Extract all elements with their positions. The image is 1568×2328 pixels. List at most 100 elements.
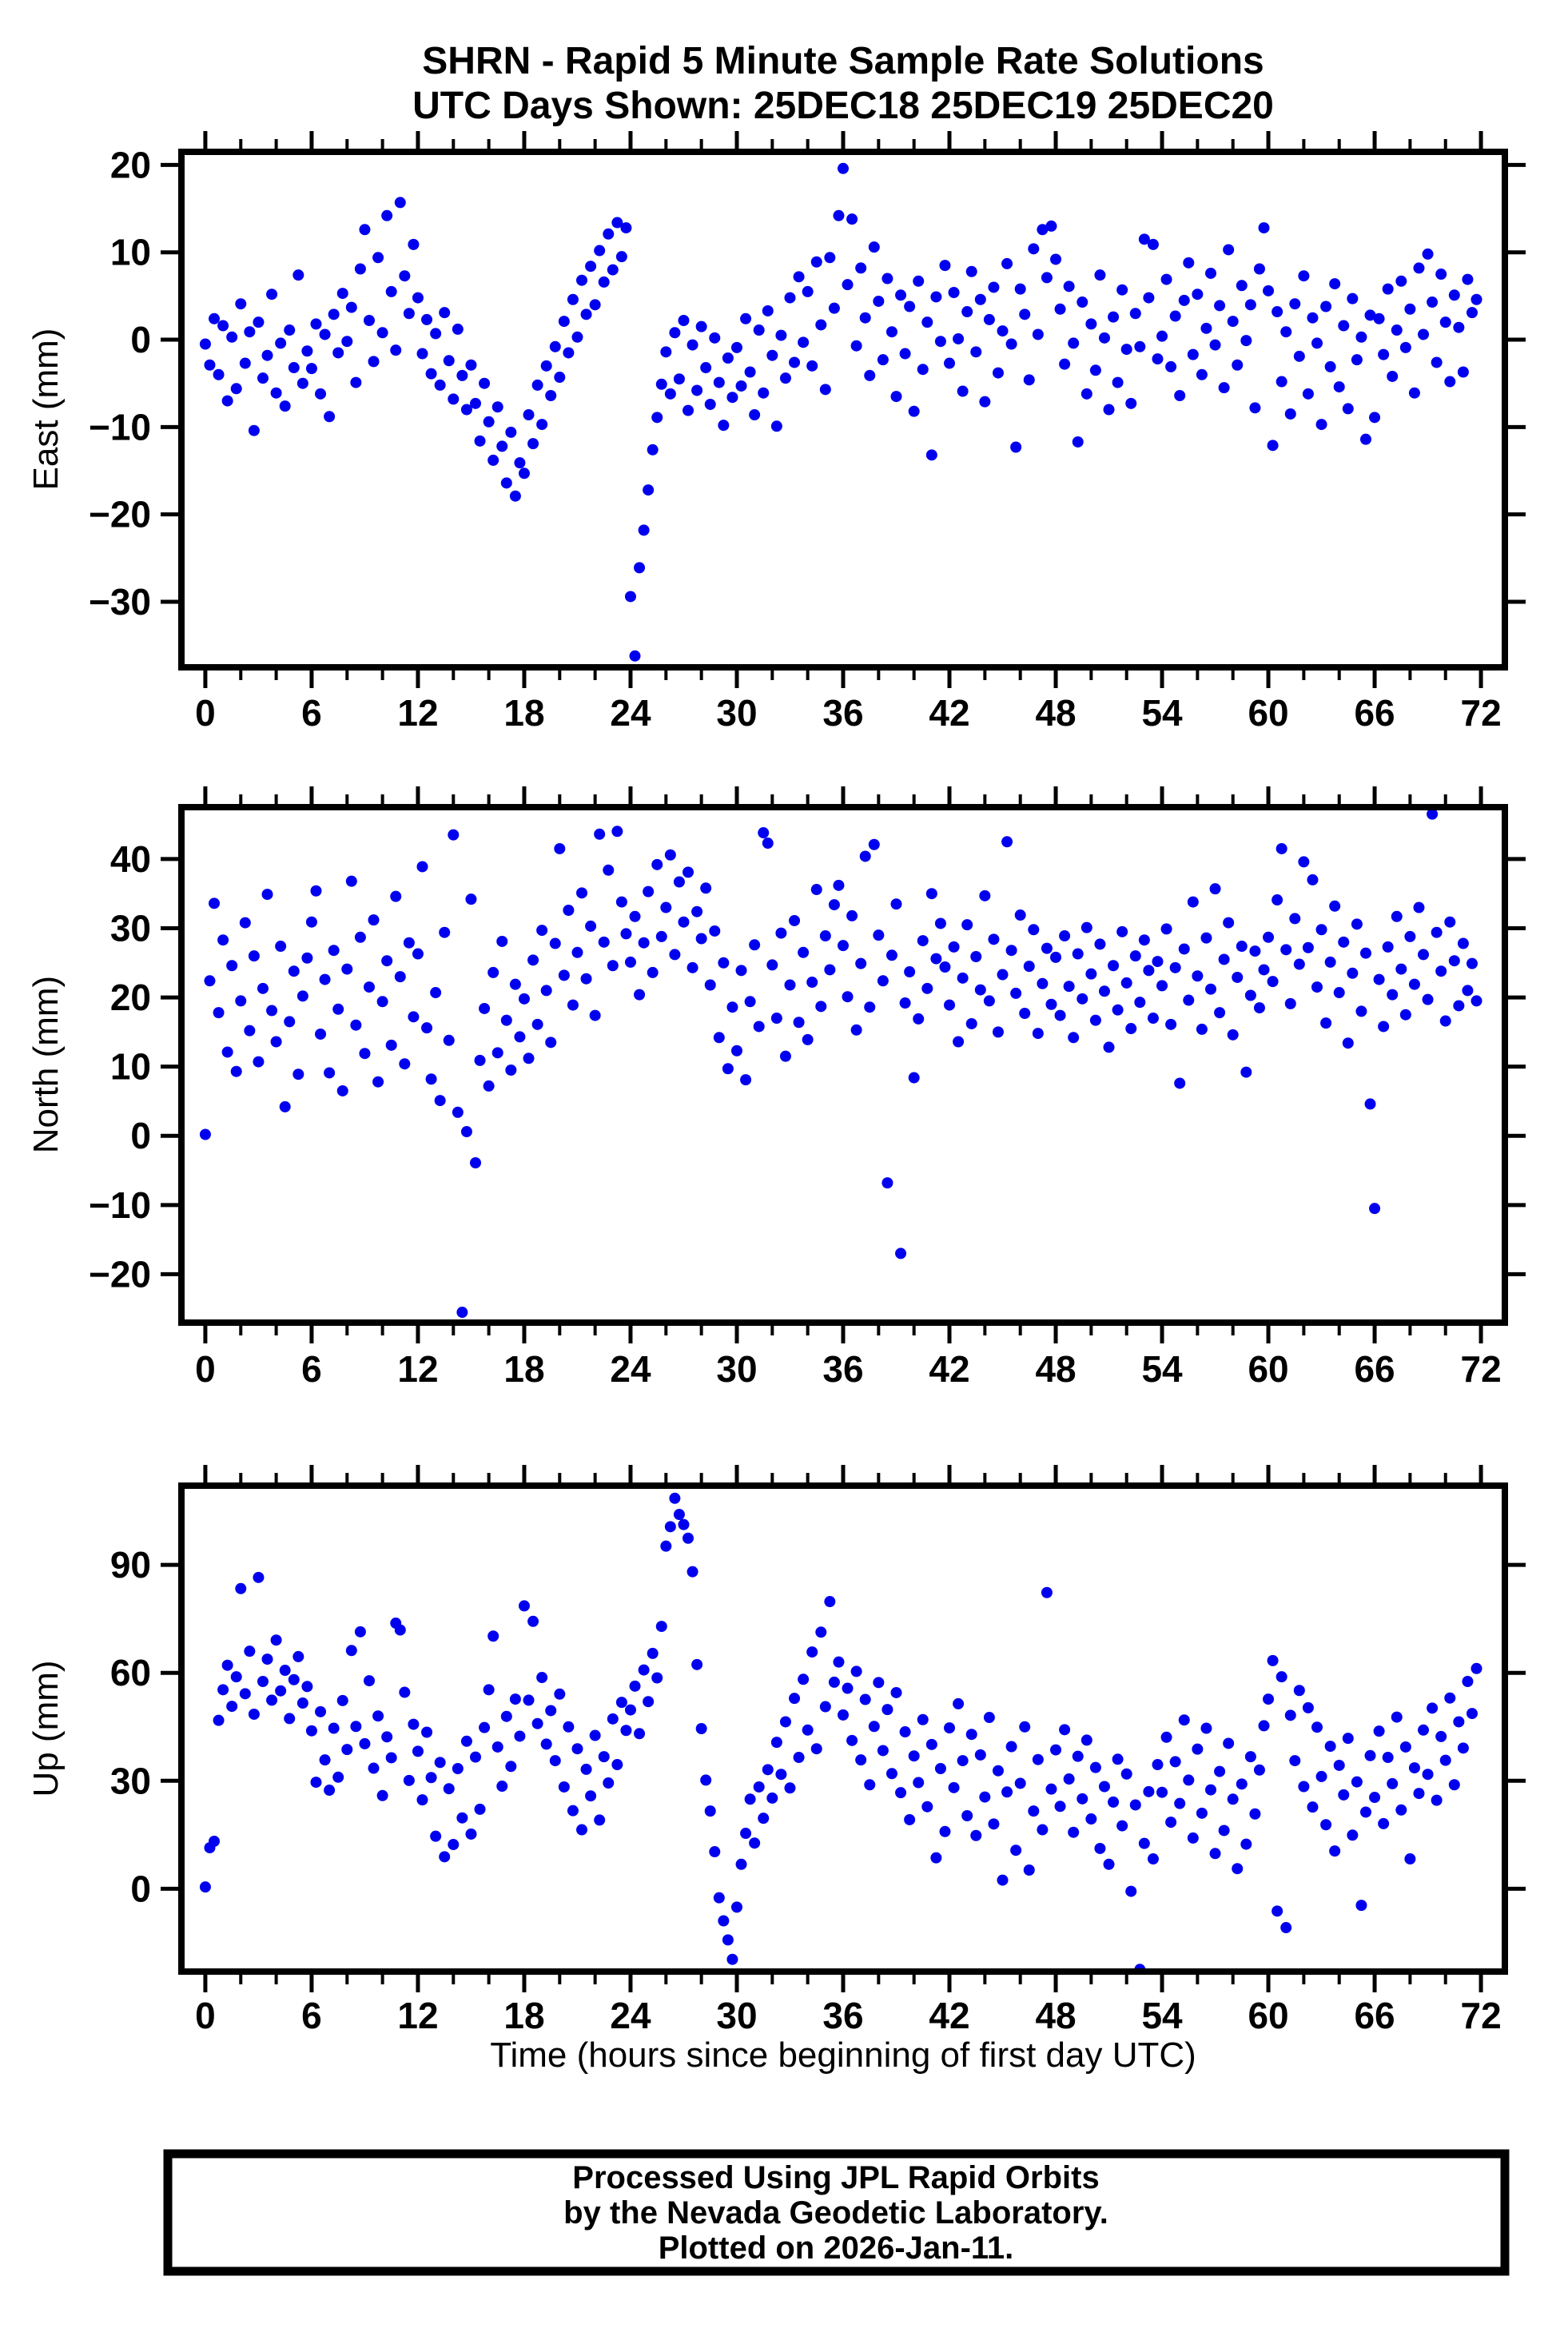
data-point <box>594 828 606 840</box>
data-point <box>917 364 929 376</box>
data-point <box>514 1031 526 1043</box>
data-point <box>1289 1755 1301 1767</box>
data-point <box>1320 300 1332 312</box>
data-point <box>1359 433 1371 445</box>
data-point <box>1001 836 1013 848</box>
data-point <box>1284 408 1296 420</box>
data-point <box>779 372 791 384</box>
x-tick-label: 12 <box>397 1995 438 2036</box>
data-point <box>359 224 371 236</box>
y-tick-label: 0 <box>130 1115 151 1156</box>
data-point <box>1444 916 1456 928</box>
data-point <box>412 948 424 960</box>
data-point <box>1232 1863 1244 1875</box>
data-point <box>1112 1004 1124 1016</box>
x-tick-label: 72 <box>1460 1995 1501 2036</box>
data-point <box>859 312 871 324</box>
data-point <box>1037 1824 1049 1836</box>
data-point <box>509 1693 521 1705</box>
data-point <box>603 864 615 876</box>
data-point <box>1178 294 1190 306</box>
data-point <box>660 901 672 913</box>
data-point <box>762 1764 774 1776</box>
data-point <box>488 966 499 978</box>
data-point <box>957 972 969 984</box>
data-point <box>509 490 521 502</box>
data-point <box>873 1677 885 1689</box>
data-point <box>460 1126 472 1138</box>
data-point <box>647 444 659 456</box>
data-point <box>1125 397 1137 409</box>
data-point <box>704 1805 716 1817</box>
data-point <box>921 982 933 994</box>
data-point <box>1120 344 1132 356</box>
data-point <box>341 963 353 975</box>
data-point <box>1187 1832 1199 1844</box>
data-point <box>376 1789 388 1801</box>
data-point <box>470 397 481 409</box>
data-point <box>239 917 251 929</box>
data-point <box>230 383 242 395</box>
data-point <box>1098 985 1110 997</box>
data-point <box>850 1024 862 1036</box>
data-point <box>270 1036 282 1048</box>
data-point <box>598 1751 610 1763</box>
data-point <box>1183 257 1195 269</box>
data-point <box>381 1731 393 1743</box>
data-point <box>1232 359 1244 371</box>
data-point <box>713 1032 725 1044</box>
data-point <box>217 934 229 946</box>
data-point <box>1143 292 1155 304</box>
data-point <box>810 256 822 268</box>
data-point <box>770 1013 782 1025</box>
data-point <box>448 393 460 405</box>
data-point <box>408 1718 420 1730</box>
data-point <box>1431 1794 1443 1806</box>
data-point <box>1037 224 1049 236</box>
data-point <box>1160 273 1172 285</box>
data-point <box>230 1065 242 1077</box>
data-point <box>545 1705 557 1717</box>
data-point <box>948 941 960 953</box>
data-point <box>1298 270 1310 282</box>
data-point <box>634 562 646 574</box>
data-point <box>846 909 858 921</box>
data-point <box>443 1783 455 1795</box>
data-point <box>1116 925 1128 937</box>
data-point <box>416 861 428 873</box>
data-point <box>726 392 738 404</box>
data-point <box>895 289 907 301</box>
data-point <box>1014 1777 1026 1789</box>
data-point <box>970 346 982 358</box>
data-point <box>580 1763 592 1775</box>
data-point <box>1298 856 1310 868</box>
x-tick-label: 60 <box>1248 1348 1288 1390</box>
data-point <box>412 1745 424 1757</box>
data-point <box>1032 1028 1044 1040</box>
data-point <box>328 945 340 957</box>
x-tick-label: 30 <box>716 692 757 734</box>
data-point <box>1448 289 1460 301</box>
data-point <box>275 1685 287 1697</box>
data-point <box>855 262 867 274</box>
data-point <box>1457 1742 1469 1754</box>
data-point <box>328 308 340 320</box>
data-point <box>270 387 282 399</box>
data-point <box>403 308 415 320</box>
data-point <box>199 1128 211 1140</box>
data-point <box>1453 1000 1465 1012</box>
data-point <box>266 289 278 300</box>
data-point <box>775 1769 787 1781</box>
data-point <box>293 1068 304 1080</box>
data-point <box>921 1801 933 1813</box>
data-point <box>1001 1786 1013 1798</box>
data-point <box>350 376 362 388</box>
data-point <box>430 328 442 340</box>
data-point <box>974 1749 986 1761</box>
data-point <box>209 897 221 909</box>
x-tick-label: 66 <box>1354 692 1395 734</box>
data-point <box>394 1624 406 1636</box>
data-point <box>1347 292 1359 304</box>
data-point <box>925 1738 937 1750</box>
data-point <box>235 298 247 310</box>
